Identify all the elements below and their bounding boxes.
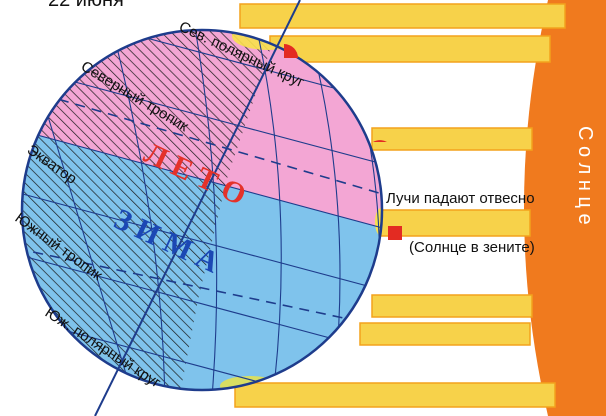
tropic-cancer-line (22, 84, 382, 206)
rays-vertical-label: Лучи падают отвесно (386, 190, 535, 207)
sun-ray-5 (371, 294, 533, 318)
globe-outline (20, 28, 384, 392)
night-side (22, 30, 285, 390)
zenith-marker (388, 226, 402, 240)
tropic-capricorn-line (22, 244, 382, 331)
sun-label: С о л н ц е (574, 126, 596, 225)
sun-rays (234, 3, 566, 408)
globe (22, 30, 382, 390)
sun-ray-1 (239, 3, 566, 29)
sun-ray-3 (371, 127, 533, 151)
earth-axis (94, 0, 301, 416)
sun-ray-6 (359, 322, 531, 346)
date-label: 22 июня (48, 0, 124, 11)
sun-ray-4 (379, 209, 531, 237)
sun-ray-2 (269, 35, 551, 63)
sun-zenith-label: (Солнце в зените) (409, 239, 535, 256)
sun-shape (524, 0, 606, 416)
sun-angle-marker-2 (373, 140, 387, 142)
sun-ray-7 (234, 382, 556, 408)
sun-angle-marker-1 (284, 44, 298, 58)
